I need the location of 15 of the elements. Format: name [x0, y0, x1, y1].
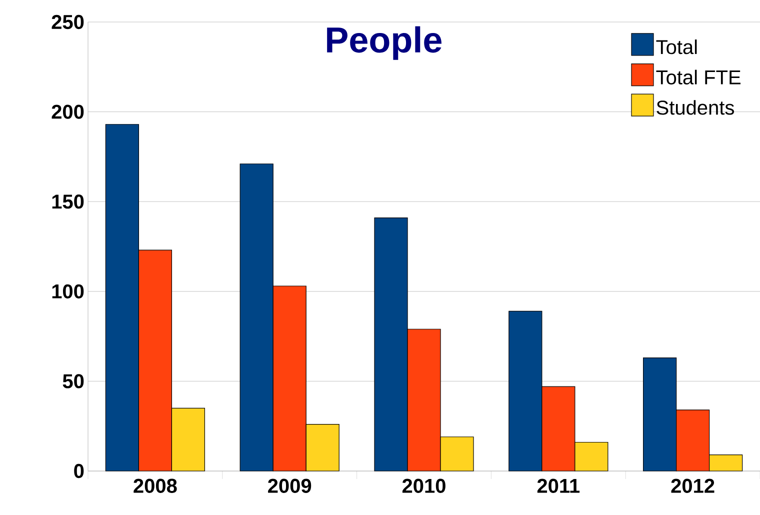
y-tick-label: 50: [62, 374, 84, 388]
x-tick-label: 2008: [134, 478, 177, 493]
x-tick-label: 2012: [671, 478, 714, 493]
legend-label: Total FTE: [656, 70, 740, 84]
legend-label: Total: [656, 39, 697, 54]
y-tick-label: 200: [52, 104, 84, 119]
y-tick-label: 150: [52, 194, 84, 209]
legend-label: Students: [656, 100, 734, 115]
x-tick-label: 2011: [537, 478, 580, 493]
y-tick-label: 100: [52, 284, 84, 298]
y-tick-label: 0: [74, 464, 84, 478]
y-tick-label: 250: [52, 14, 84, 30]
chart-title: People: [327, 26, 442, 60]
x-tick-label: 2009: [268, 478, 312, 493]
x-tick-label: 2010: [402, 478, 446, 493]
